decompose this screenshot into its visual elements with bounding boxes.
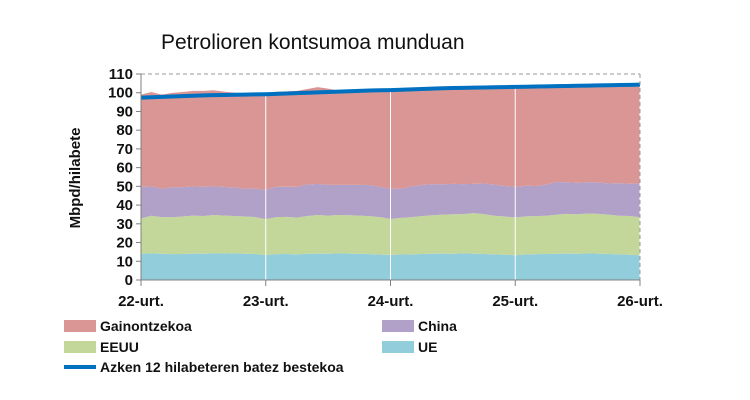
y-axis-title: Mbpd/hilabete bbox=[67, 128, 84, 229]
legend-swatch bbox=[382, 320, 414, 332]
legend-item-china: China bbox=[382, 318, 457, 334]
x-tick-label: 25-urt. bbox=[492, 293, 538, 310]
y-tick-label: 100 bbox=[108, 85, 133, 102]
legend-swatch bbox=[64, 320, 96, 332]
legend-swatch bbox=[64, 341, 96, 353]
legend-item-ue: UE bbox=[382, 339, 437, 355]
y-tick-label: 60 bbox=[116, 160, 133, 177]
legend: Gainontzekoa China EEUU UE Azken 12 hilabete… bbox=[64, 318, 457, 375]
x-tick-label: 24-urt. bbox=[368, 293, 414, 310]
plot-area bbox=[140, 74, 641, 280]
y-tick-label: 20 bbox=[116, 235, 133, 252]
y-tick-label: 10 bbox=[116, 253, 133, 270]
x-tick-label: 23-urt. bbox=[243, 293, 289, 310]
legend-item-eeuu: EEUU bbox=[64, 339, 139, 355]
y-tick-label: 30 bbox=[116, 216, 133, 233]
chart-title: Petrolioren kontsumoa munduan bbox=[161, 31, 465, 54]
x-tick-label: 26-urt. bbox=[617, 293, 663, 310]
legend-label: China bbox=[418, 318, 457, 334]
x-tick-label: 22-urt. bbox=[118, 293, 164, 310]
y-tick-label: 0 bbox=[125, 272, 133, 289]
legend-label: Gainontzekoa bbox=[100, 318, 192, 334]
y-tick-label: 50 bbox=[116, 178, 133, 195]
y-tick-label: 40 bbox=[116, 197, 133, 214]
legend-item-azken-12-hilabeteren-batez-bestekoa: Azken 12 hilabeteren batez bestekoa bbox=[64, 359, 344, 375]
y-tick-label: 90 bbox=[116, 103, 133, 120]
y-tick-label: 80 bbox=[116, 122, 133, 139]
y-tick-label: 110 bbox=[109, 66, 133, 83]
legend-label: Azken 12 hilabeteren batez bestekoa bbox=[100, 359, 344, 375]
legend-label: UE bbox=[418, 339, 437, 355]
legend-item-gainontzekoa: Gainontzekoa bbox=[64, 318, 192, 334]
legend-label: EEUU bbox=[100, 339, 139, 355]
legend-swatch bbox=[382, 341, 414, 353]
average-line bbox=[140, 82, 641, 100]
y-tick-label: 70 bbox=[116, 141, 133, 158]
